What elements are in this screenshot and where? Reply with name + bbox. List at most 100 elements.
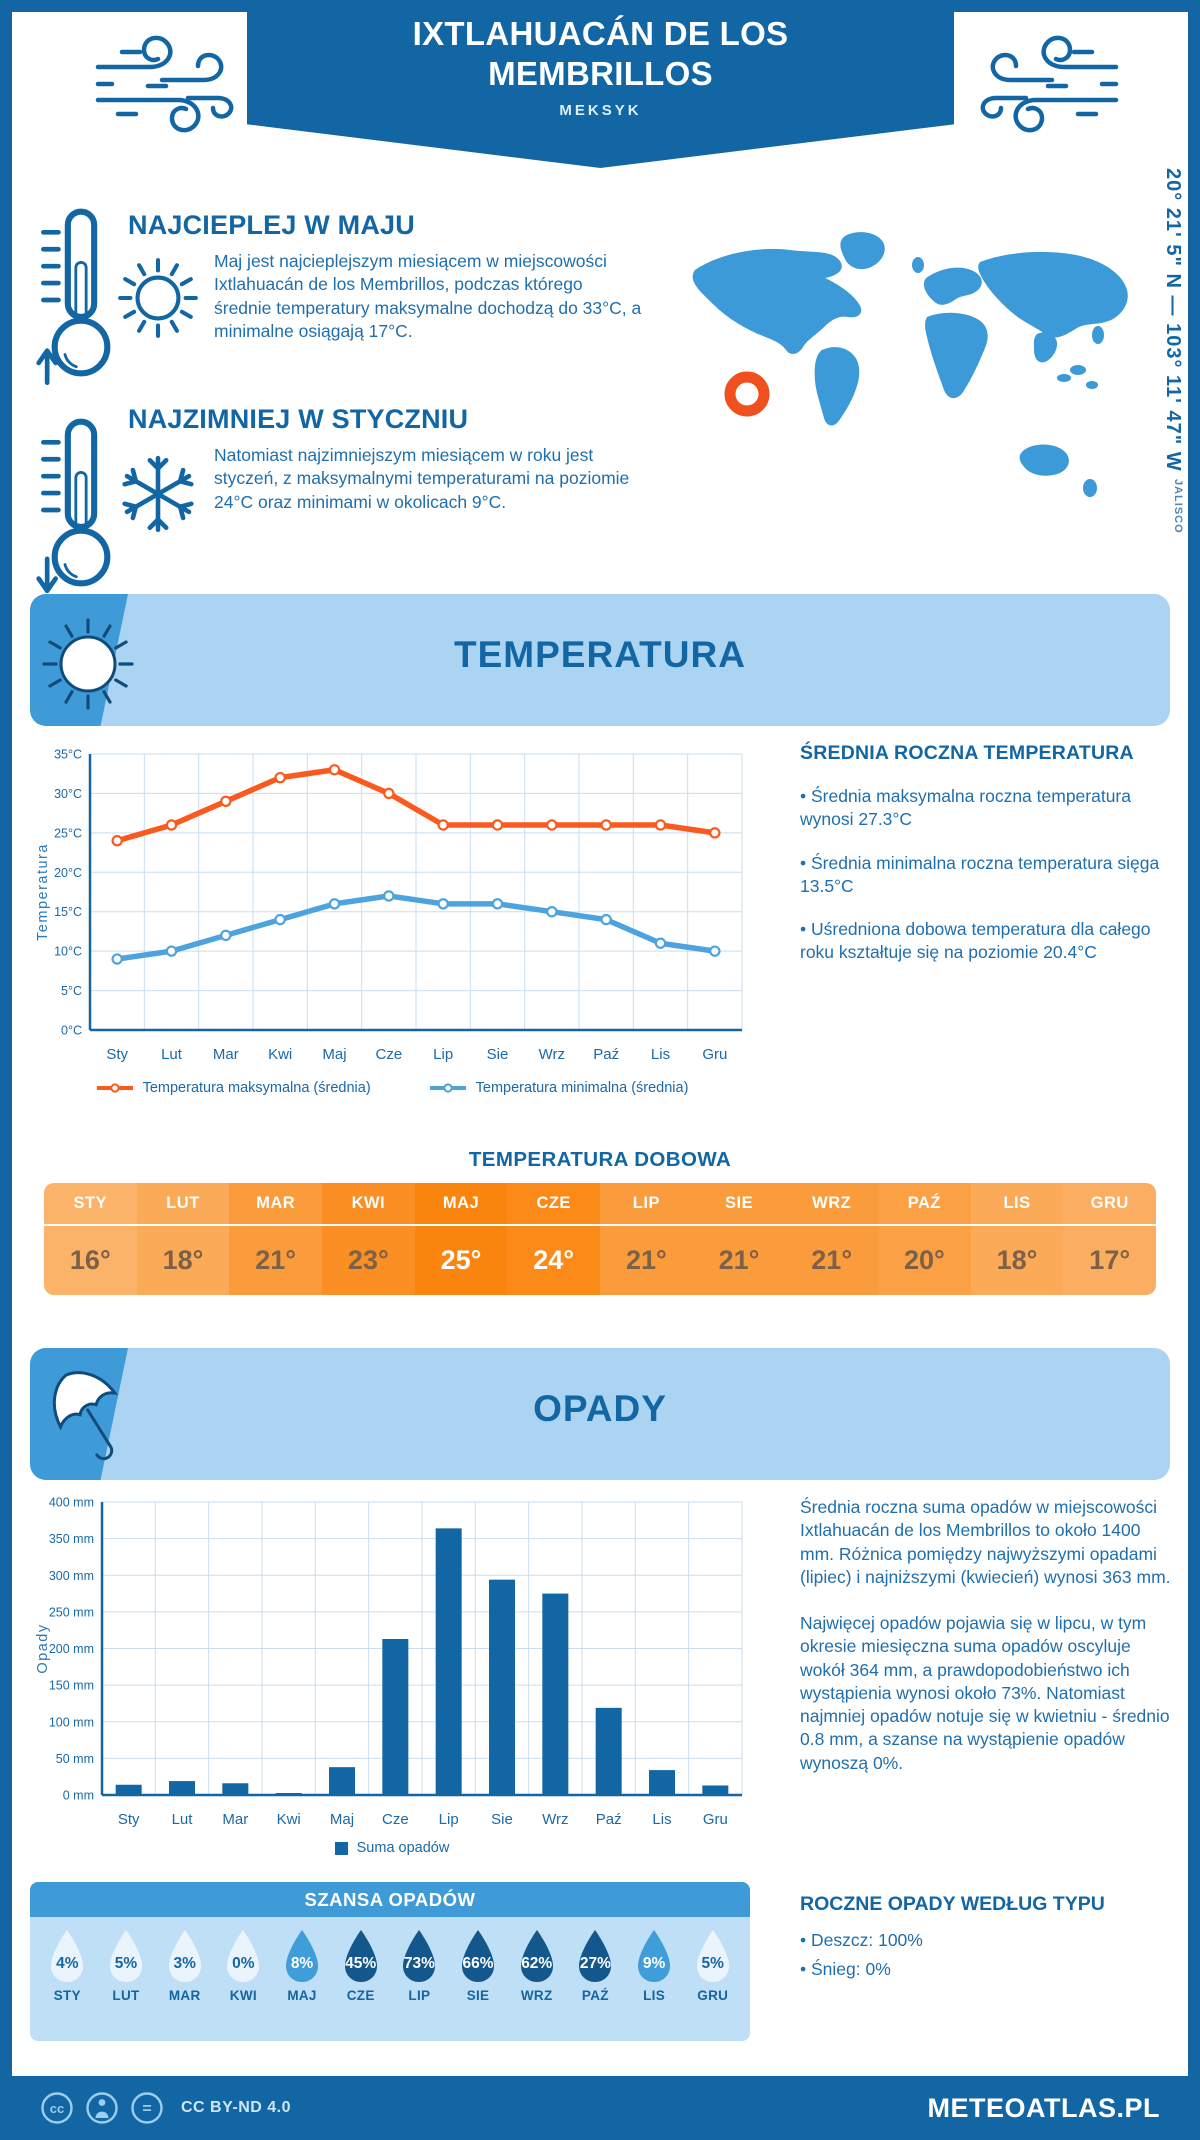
- chart-point: [274, 913, 286, 926]
- chart-point: [111, 835, 123, 847]
- chance-month: CZE: [346, 1988, 375, 2003]
- daily-month: KWI: [351, 1194, 386, 1212]
- svg-text:Lip: Lip: [439, 1811, 459, 1828]
- chart-bar: [435, 1528, 462, 1795]
- chance-droplet: 0% KWI: [214, 1917, 273, 2041]
- chart-bar: [542, 1593, 569, 1795]
- daily-month: MAJ: [442, 1194, 480, 1212]
- droplet-icon: [462, 1930, 495, 1982]
- svg-text:Lut: Lut: [161, 1046, 183, 1063]
- svg-text:Maj: Maj: [322, 1046, 346, 1063]
- chance-droplet: 4% STY: [38, 1917, 97, 2041]
- warm-text: Maj jest najcieplejszym miesiącem w miej…: [214, 251, 642, 341]
- daily-cell: MAR 21°: [229, 1183, 323, 1295]
- svg-text:Lis: Lis: [651, 1046, 670, 1063]
- droplet-icon: [579, 1930, 612, 1982]
- svg-text:Sie: Sie: [487, 1046, 509, 1063]
- chance-droplet: 5% GRU: [683, 1917, 742, 2041]
- chance-month: LIS: [643, 1988, 665, 2003]
- chart-bar: [702, 1785, 729, 1795]
- chart-point: [546, 819, 558, 831]
- droplet-icon: [344, 1930, 377, 1982]
- daily-cell: WRZ 21°: [785, 1183, 879, 1295]
- temperature-chart: 0°C 5°C 10°C 15°C 20°C 25°C 30°C 35°C Sty Lut Mar K…: [32, 742, 752, 1072]
- daily-cell: SIE 21°: [692, 1183, 786, 1295]
- chance-value: 8%: [290, 1955, 314, 1972]
- chart-line: [114, 767, 718, 844]
- svg-text:0°C: 0°C: [61, 1024, 82, 1038]
- chart-point: [220, 929, 232, 942]
- daily-value: 20°: [903, 1245, 945, 1275]
- svg-text:Maj: Maj: [330, 1811, 354, 1828]
- daily-temperature-table: STY 16° LUT 18° MAR 21° KWI 23° MAJ: [44, 1183, 1156, 1295]
- chance-month: WRZ: [520, 1988, 553, 2003]
- svg-text:Gru: Gru: [703, 1811, 728, 1828]
- chance-month: MAJ: [287, 1988, 317, 2003]
- legend-line-marker: [96, 1083, 133, 1093]
- daily-month: CZE: [536, 1194, 571, 1212]
- chance-month: MAR: [168, 1988, 201, 2003]
- chance-droplet: 9% LIS: [625, 1917, 684, 2041]
- daily-month: WRZ: [812, 1194, 852, 1212]
- location-marker: [724, 371, 770, 417]
- chance-droplet: 45% CZE: [331, 1917, 390, 2041]
- precipitation-text: Średnia roczna suma opadów w miejscowośc…: [800, 1496, 1174, 1798]
- chance-value: 5%: [701, 1955, 724, 1972]
- chart-point: [546, 906, 558, 918]
- legend-label: Temperatura minimalna (średnia): [475, 1080, 689, 1096]
- brand-label: METEOATLAS.PL: [927, 2092, 1160, 2123]
- chance-droplet: 5% LUT: [97, 1917, 156, 2041]
- precipitation-paragraph: Średnia roczna suma opadów w miejscowośc…: [800, 1497, 1171, 1587]
- chart-bar: [489, 1579, 515, 1795]
- daily-separator: [1063, 1224, 1156, 1226]
- coordinates: 20° 21' 5" N — 103° 11' 47" W JALISCO: [1161, 168, 1184, 533]
- sun-icon: [112, 252, 204, 344]
- daily-cell: GRU 17°: [1063, 1183, 1156, 1295]
- svg-text:Paź: Paź: [593, 1046, 619, 1063]
- daily-separator: [878, 1224, 971, 1226]
- stat-bullet: • Średnia minimalna roczna temperatura s…: [800, 852, 1160, 896]
- daily-cell: PAŹ 20°: [878, 1183, 971, 1295]
- svg-text:Sie: Sie: [491, 1811, 513, 1828]
- license-label: CC BY-ND 4.0: [181, 2099, 292, 2116]
- svg-text:250 mm: 250 mm: [49, 1605, 94, 1619]
- daily-value: 21°: [255, 1245, 297, 1275]
- svg-text:=: =: [142, 2101, 151, 2118]
- chart-point: [709, 827, 721, 839]
- temperature-chart-legend: Temperatura maksymalna (średnia) Temperat…: [32, 1080, 752, 1096]
- droplet-icon: [520, 1930, 553, 1982]
- daily-separator: [600, 1224, 693, 1226]
- daily-temperature-title: TEMPERATURA DOBOWA: [468, 1148, 732, 1171]
- daily-value: 21°: [625, 1245, 667, 1275]
- chart-line: [114, 893, 718, 962]
- droplet-icon: [403, 1930, 436, 1982]
- chart-bar: [329, 1767, 355, 1795]
- chance-droplet: 8% MAJ: [273, 1917, 332, 2041]
- svg-text:20°C: 20°C: [54, 866, 82, 880]
- cc-by-icon: [86, 2092, 118, 2124]
- svg-text:350 mm: 350 mm: [49, 1532, 94, 1546]
- chart-point: [437, 898, 449, 910]
- chance-value: 0%: [232, 1955, 255, 1972]
- chance-droplet: 73% LIP: [390, 1917, 449, 2041]
- chart-point: [491, 819, 504, 831]
- svg-text:Kwi: Kwi: [268, 1046, 292, 1063]
- droplet-icon: [227, 1930, 260, 1982]
- sun-banner-icon: [36, 602, 136, 722]
- droplet-icon: [638, 1930, 671, 1982]
- droplet-icon: [110, 1930, 142, 1982]
- daily-separator: [692, 1224, 786, 1226]
- daily-separator: [970, 1224, 1064, 1226]
- chance-value: 3%: [173, 1955, 196, 1972]
- cc-license-icons: cc = CC BY-ND 4.0: [40, 2091, 291, 2125]
- chance-month: KWI: [229, 1988, 257, 2003]
- stats-heading: ŚREDNIA ROCZNA TEMPERATURA: [800, 742, 1134, 764]
- svg-text:Temperatura: Temperatura: [35, 843, 51, 941]
- svg-text:Mar: Mar: [222, 1811, 248, 1828]
- daily-value: 23°: [347, 1245, 389, 1275]
- legend-line-marker: [429, 1083, 466, 1093]
- daily-value: 25°: [440, 1245, 482, 1275]
- daily-separator: [414, 1224, 508, 1226]
- droplet-icon: [168, 1930, 201, 1982]
- svg-text:Opady: Opady: [35, 1623, 51, 1673]
